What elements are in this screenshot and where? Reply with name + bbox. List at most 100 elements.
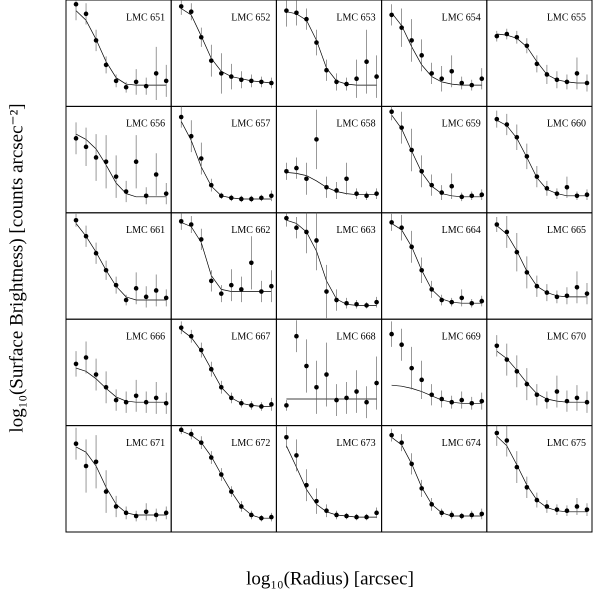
data-point [439, 396, 445, 402]
data-point [449, 512, 455, 518]
data-point [479, 298, 485, 304]
data-point [469, 300, 475, 306]
panel: LMC 661 [65, 212, 172, 320]
data-point [554, 507, 560, 512]
data-point [259, 404, 264, 409]
fit-line [181, 222, 272, 292]
panel-title: LMC 675 [547, 438, 586, 449]
fit-line [391, 12, 482, 86]
data-point [123, 189, 129, 194]
data-point [429, 182, 434, 188]
data-point [429, 502, 434, 507]
data-point [153, 512, 159, 518]
data-point [514, 134, 520, 140]
data-point [409, 38, 414, 43]
data-point [218, 291, 224, 296]
data-point [163, 191, 169, 196]
fit-line [286, 172, 377, 196]
data-point [574, 193, 580, 199]
panel-title: LMC 658 [336, 119, 375, 130]
fit-line [391, 114, 482, 198]
data-point [294, 453, 299, 458]
data-point [449, 183, 455, 189]
data-point [73, 1, 79, 7]
data-point [259, 195, 264, 201]
panel-title: LMC 655 [547, 12, 586, 23]
panel-title: LMC 661 [126, 225, 165, 236]
data-point [564, 79, 570, 85]
data-point [504, 31, 510, 37]
panel: LMC 654 [381, 0, 488, 107]
panel-title: LMC 664 [442, 225, 481, 236]
data-point [163, 510, 169, 516]
data-point [514, 464, 520, 470]
data-point [574, 395, 580, 401]
data-point [229, 489, 234, 494]
data-point [73, 136, 79, 141]
plot-area [284, 212, 379, 319]
data-point [544, 72, 550, 77]
data-point [524, 154, 530, 159]
plot-area [494, 110, 590, 201]
data-point [324, 184, 329, 190]
data-point [113, 174, 119, 179]
data-point [354, 389, 359, 394]
data-point [113, 78, 119, 84]
data-point [103, 489, 109, 494]
fit-line [496, 119, 587, 197]
data-point [294, 333, 299, 339]
panel: LMC 651 [65, 0, 172, 107]
data-point [494, 343, 500, 349]
data-point [544, 186, 550, 191]
data-point [249, 78, 254, 84]
data-point [249, 196, 254, 202]
fit-line [391, 437, 482, 517]
data-point [524, 43, 530, 49]
data-point [103, 384, 109, 390]
plot-area [389, 4, 485, 92]
data-point [284, 169, 289, 174]
data-point [249, 260, 254, 266]
data-point [259, 79, 264, 85]
data-point [564, 293, 570, 299]
panel: LMC 670 [486, 318, 593, 427]
data-point [284, 8, 289, 13]
data-point [334, 512, 339, 518]
fit-line [286, 219, 377, 306]
data-point [439, 190, 445, 195]
data-point [218, 472, 224, 477]
plot-area [73, 213, 169, 308]
data-point [198, 156, 204, 161]
plot-area [494, 215, 590, 305]
plot-area [178, 212, 274, 303]
data-point [304, 363, 309, 369]
data-point [113, 282, 119, 288]
data-point [239, 77, 244, 83]
plot-area [494, 335, 590, 413]
panel-title: LMC 668 [336, 331, 375, 342]
data-point [459, 194, 465, 200]
data-point [324, 372, 329, 377]
data-point [269, 193, 274, 199]
data-point [153, 395, 159, 401]
data-point [208, 182, 214, 188]
panel: LMC 671 [65, 425, 172, 533]
data-point [364, 193, 369, 199]
panel-title: LMC 654 [442, 12, 481, 23]
panel: LMC 660 [486, 105, 593, 214]
data-point [354, 302, 359, 307]
data-point [314, 40, 319, 45]
panel-title: LMC 669 [442, 331, 481, 342]
panel-title: LMC 657 [231, 119, 270, 130]
data-point [469, 193, 475, 199]
plot-area [389, 213, 485, 308]
panel: LMC 656 [65, 105, 172, 214]
data-point [564, 508, 570, 514]
data-point [429, 287, 434, 292]
data-point [439, 297, 445, 303]
data-point [208, 366, 214, 372]
data-point [188, 333, 194, 339]
data-point [409, 461, 414, 467]
data-point [574, 504, 580, 509]
plot-area [284, 0, 379, 98]
